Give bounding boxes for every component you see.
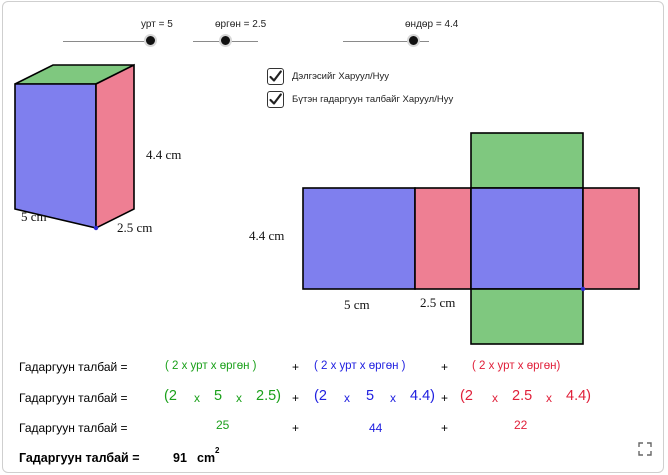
plus-sign: + [441, 391, 449, 405]
length-slider-knob[interactable] [144, 34, 157, 47]
box-width-label: 2.5 cm [117, 220, 153, 235]
formula-label-2: Гадаргуун талбай = [19, 391, 128, 405]
value-sides: 22 [514, 418, 528, 432]
t2-b: 5 [366, 388, 375, 404]
net-length-label: 5 cm [344, 297, 370, 312]
t2-c: 4.4) [410, 388, 435, 404]
t1-x2: x [236, 391, 242, 405]
net-height-label: 4.4 cm [249, 228, 285, 243]
t3-open: (2 [460, 388, 473, 404]
total-label: Гадаргуун талбай = [19, 451, 140, 465]
show-area-label: Бүтэн гадаргуун талбайг Харуул/Нуу [292, 94, 454, 105]
show-area-checkbox-box[interactable] [267, 91, 284, 108]
t1-open: (2 [164, 388, 177, 404]
show-net-checkbox[interactable]: Дэлгэсийг Харуул/Нуу [267, 68, 389, 85]
formula-term-front-back: ( 2 x урт x өргөн ) [314, 360, 406, 372]
show-area-checkbox[interactable]: Бүтэн гадаргуун талбайг Харуул/Нуу [267, 91, 453, 108]
show-net-checkbox-box[interactable] [267, 68, 284, 85]
width-slider-knob[interactable] [219, 34, 232, 47]
t2-x2: x [390, 391, 396, 405]
length-slider-track[interactable] [63, 41, 156, 42]
t2-open: (2 [314, 388, 327, 404]
value-top-bottom: 25 [216, 418, 230, 432]
plus-sign: + [441, 360, 449, 374]
t1-b: 5 [214, 388, 223, 404]
value-front-back: 44 [369, 421, 383, 435]
t2-x1: x [344, 391, 350, 405]
width-slider-label: өргөн = 2.5 [215, 19, 267, 30]
plus-sign: + [292, 421, 300, 435]
net-width-label: 2.5 cm [420, 295, 456, 310]
t1-c: 2.5) [256, 388, 281, 404]
total-exponent: 2 [215, 446, 220, 455]
box-length-label: 5 cm [21, 209, 47, 224]
t3-x2: x [546, 391, 552, 405]
plus-sign: + [292, 360, 300, 374]
plus-sign: + [441, 421, 449, 435]
check-icon [269, 70, 282, 82]
height-slider-track[interactable] [343, 41, 429, 42]
formula-term-top-bottom: ( 2 x урт x өргөн ) [165, 360, 257, 372]
t3-b: 2.5 [512, 388, 533, 404]
formula-term-sides: ( 2 x урт x өргөн) [472, 360, 561, 372]
formula-label-1: Гадаргуун талбай = [19, 360, 128, 374]
t3-x1: x [492, 391, 498, 405]
t3-c: 4.4) [566, 388, 591, 404]
t1-x1: x [194, 391, 200, 405]
total-unit: cm [197, 451, 216, 465]
total-value: 91 [173, 451, 187, 465]
plus-sign: + [292, 391, 300, 405]
height-slider-knob[interactable] [407, 34, 420, 47]
height-slider-label: өндөр = 4.4 [405, 19, 459, 30]
fullscreen-icon[interactable] [637, 441, 653, 457]
check-icon [269, 93, 282, 105]
box-height-label: 4.4 cm [146, 147, 182, 162]
formula-label-3: Гадаргуун талбай = [19, 421, 128, 435]
length-slider-label: урт = 5 [141, 19, 173, 30]
show-net-label: Дэлгэсийг Харуул/Нуу [292, 71, 390, 82]
